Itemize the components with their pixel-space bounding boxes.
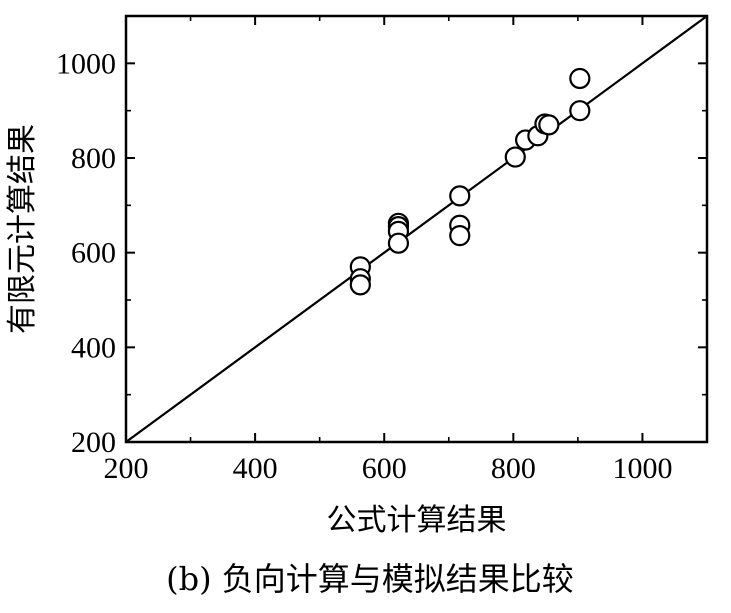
reference-line-y-equals-x: [125, 15, 708, 443]
data-point: [569, 67, 591, 90]
x-tick-label: 600: [362, 452, 407, 485]
data-point: [538, 114, 560, 136]
x-tick-label: 400: [233, 452, 278, 485]
figure-caption: (b) 负向计算与模拟结果比较: [166, 560, 574, 598]
y-tick-label: 200: [71, 426, 116, 459]
data-point: [349, 274, 371, 296]
data-point: [387, 232, 410, 254]
y-tick-label: 1000: [56, 47, 116, 80]
y-tick-label: 400: [71, 331, 116, 364]
data-point: [449, 185, 471, 207]
x-axis-label: 公式计算结果: [327, 503, 507, 538]
plot-frame: [124, 14, 709, 444]
y-tick-label: 800: [71, 142, 116, 175]
x-tick-label: 1000: [612, 452, 672, 485]
data-point: [449, 225, 471, 247]
data-point: [569, 100, 591, 122]
y-tick-label: 600: [71, 237, 116, 270]
x-tick-label: 200: [104, 452, 149, 485]
x-tick-label: 800: [491, 452, 536, 485]
y-axis-label: 有限元计算结果: [5, 124, 40, 334]
data-point: [504, 146, 526, 168]
